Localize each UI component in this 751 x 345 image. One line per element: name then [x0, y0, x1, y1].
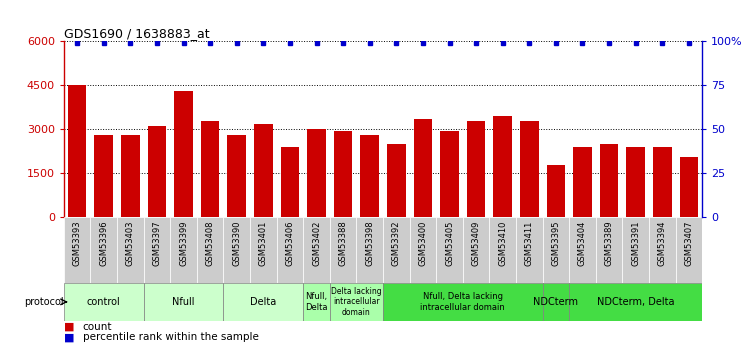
Text: GSM53400: GSM53400	[418, 221, 427, 266]
Bar	[387, 144, 406, 217]
Bar	[276, 217, 303, 283]
Bar	[520, 120, 538, 217]
Bar	[303, 217, 330, 283]
Bar	[467, 120, 485, 217]
Text: GSM53395: GSM53395	[551, 221, 560, 266]
Bar	[174, 91, 193, 217]
Bar	[653, 147, 671, 217]
Text: GSM53398: GSM53398	[365, 221, 374, 266]
Text: protocol: protocol	[24, 297, 63, 307]
Text: NDCterm: NDCterm	[533, 297, 578, 307]
Bar	[600, 144, 618, 217]
Text: GSM53389: GSM53389	[605, 221, 614, 266]
Bar	[143, 217, 170, 283]
Bar	[117, 217, 143, 283]
Bar	[516, 217, 543, 283]
Text: GSM53411: GSM53411	[525, 221, 534, 266]
Text: GDS1690 / 1638883_at: GDS1690 / 1638883_at	[64, 27, 210, 40]
Bar	[573, 147, 592, 217]
Text: GSM53394: GSM53394	[658, 221, 667, 266]
Text: GSM53393: GSM53393	[73, 221, 82, 266]
Text: GSM53397: GSM53397	[152, 221, 161, 266]
Bar	[170, 217, 197, 283]
Bar	[64, 283, 143, 321]
Bar	[228, 135, 246, 217]
Bar	[569, 217, 596, 283]
Bar	[649, 217, 676, 283]
Bar	[197, 217, 224, 283]
Bar	[333, 131, 352, 217]
Text: GSM53391: GSM53391	[631, 221, 640, 266]
Text: GSM53406: GSM53406	[285, 221, 294, 266]
Bar	[90, 217, 117, 283]
Bar	[201, 120, 219, 217]
Bar	[383, 283, 542, 321]
Text: GSM53392: GSM53392	[392, 221, 401, 266]
Bar	[383, 217, 409, 283]
Bar	[547, 165, 566, 217]
Text: Nfull: Nfull	[172, 297, 195, 307]
Bar	[143, 283, 224, 321]
Text: count: count	[83, 322, 112, 332]
Bar	[360, 135, 379, 217]
Text: Delta lacking
intracellular
domain: Delta lacking intracellular domain	[331, 287, 382, 317]
Text: GSM53404: GSM53404	[578, 221, 587, 266]
Bar	[409, 217, 436, 283]
Text: ■: ■	[64, 322, 74, 332]
Text: GSM53396: GSM53396	[99, 221, 108, 266]
Text: NDCterm, Delta: NDCterm, Delta	[597, 297, 674, 307]
Bar	[463, 217, 490, 283]
Bar	[95, 135, 113, 217]
Text: GSM53409: GSM53409	[472, 221, 481, 266]
Bar	[569, 283, 702, 321]
Text: percentile rank within the sample: percentile rank within the sample	[83, 332, 258, 342]
Text: ■: ■	[64, 332, 74, 342]
Text: Delta: Delta	[250, 297, 276, 307]
Bar	[64, 217, 90, 283]
Text: control: control	[87, 297, 121, 307]
Bar	[490, 217, 516, 283]
Bar	[148, 126, 166, 217]
Bar	[543, 217, 569, 283]
Text: GSM53403: GSM53403	[126, 221, 135, 266]
Bar	[121, 135, 140, 217]
Bar	[623, 217, 649, 283]
Bar	[676, 217, 702, 283]
Text: Nfull, Delta lacking
intracellular domain: Nfull, Delta lacking intracellular domai…	[421, 292, 505, 312]
Text: GSM53408: GSM53408	[206, 221, 215, 266]
Bar	[414, 119, 433, 217]
Bar	[626, 147, 645, 217]
Bar	[440, 131, 459, 217]
Bar	[596, 217, 623, 283]
Text: GSM53410: GSM53410	[498, 221, 507, 266]
Bar	[281, 147, 299, 217]
Bar	[357, 217, 383, 283]
Bar	[543, 283, 569, 321]
Bar	[224, 283, 303, 321]
Bar	[254, 124, 273, 217]
Bar	[250, 217, 276, 283]
Text: GSM53390: GSM53390	[232, 221, 241, 266]
Bar	[493, 116, 512, 217]
Text: GSM53407: GSM53407	[684, 221, 693, 266]
Bar	[436, 217, 463, 283]
Bar	[307, 129, 326, 217]
Bar	[330, 283, 383, 321]
Text: Nfull,
Delta: Nfull, Delta	[305, 292, 327, 312]
Text: GSM53399: GSM53399	[179, 221, 188, 266]
Text: GSM53405: GSM53405	[445, 221, 454, 266]
Bar	[303, 283, 330, 321]
Text: GSM53388: GSM53388	[339, 221, 348, 266]
Bar	[680, 157, 698, 217]
Bar	[330, 217, 357, 283]
Bar	[68, 85, 86, 217]
Bar	[224, 217, 250, 283]
Text: GSM53402: GSM53402	[312, 221, 321, 266]
Text: GSM53401: GSM53401	[259, 221, 268, 266]
